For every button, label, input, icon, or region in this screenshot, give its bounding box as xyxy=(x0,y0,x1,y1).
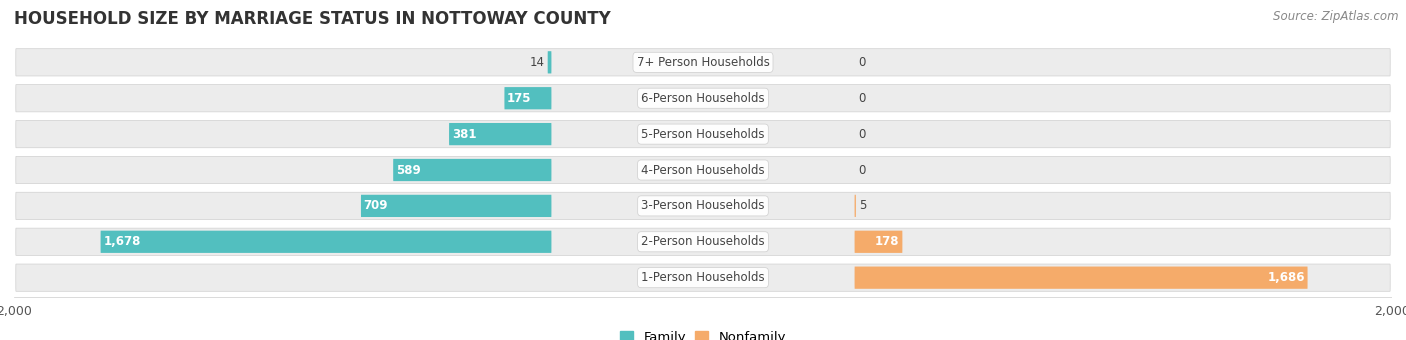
Text: 1,686: 1,686 xyxy=(1267,271,1305,284)
Text: 381: 381 xyxy=(451,128,477,141)
FancyBboxPatch shape xyxy=(361,195,551,217)
Text: 5-Person Households: 5-Person Households xyxy=(641,128,765,141)
FancyBboxPatch shape xyxy=(855,231,903,253)
FancyBboxPatch shape xyxy=(505,87,551,109)
Text: 3-Person Households: 3-Person Households xyxy=(641,199,765,212)
FancyBboxPatch shape xyxy=(855,267,1308,289)
FancyBboxPatch shape xyxy=(15,264,1391,291)
Text: 178: 178 xyxy=(875,235,900,248)
Text: 6-Person Households: 6-Person Households xyxy=(641,92,765,105)
FancyBboxPatch shape xyxy=(394,159,551,181)
Text: 4-Person Households: 4-Person Households xyxy=(641,164,765,176)
FancyBboxPatch shape xyxy=(15,49,1391,76)
Text: 7+ Person Households: 7+ Person Households xyxy=(637,56,769,69)
Text: 0: 0 xyxy=(858,164,865,176)
FancyBboxPatch shape xyxy=(548,51,551,73)
Text: 589: 589 xyxy=(396,164,420,176)
FancyBboxPatch shape xyxy=(15,85,1391,112)
Text: Source: ZipAtlas.com: Source: ZipAtlas.com xyxy=(1274,10,1399,23)
Text: HOUSEHOLD SIZE BY MARRIAGE STATUS IN NOTTOWAY COUNTY: HOUSEHOLD SIZE BY MARRIAGE STATUS IN NOT… xyxy=(14,10,610,28)
Legend: Family, Nonfamily: Family, Nonfamily xyxy=(614,326,792,340)
Text: 1,678: 1,678 xyxy=(103,235,141,248)
Text: 709: 709 xyxy=(364,199,388,212)
Text: 14: 14 xyxy=(529,56,544,69)
Text: 0: 0 xyxy=(858,128,865,141)
Text: 175: 175 xyxy=(508,92,531,105)
FancyBboxPatch shape xyxy=(15,192,1391,220)
Text: 0: 0 xyxy=(858,92,865,105)
Text: 5: 5 xyxy=(859,199,866,212)
Text: 2-Person Households: 2-Person Households xyxy=(641,235,765,248)
FancyBboxPatch shape xyxy=(101,231,551,253)
FancyBboxPatch shape xyxy=(449,123,551,145)
FancyBboxPatch shape xyxy=(15,228,1391,255)
FancyBboxPatch shape xyxy=(15,120,1391,148)
Text: 0: 0 xyxy=(858,56,865,69)
Text: 1-Person Households: 1-Person Households xyxy=(641,271,765,284)
FancyBboxPatch shape xyxy=(15,156,1391,184)
